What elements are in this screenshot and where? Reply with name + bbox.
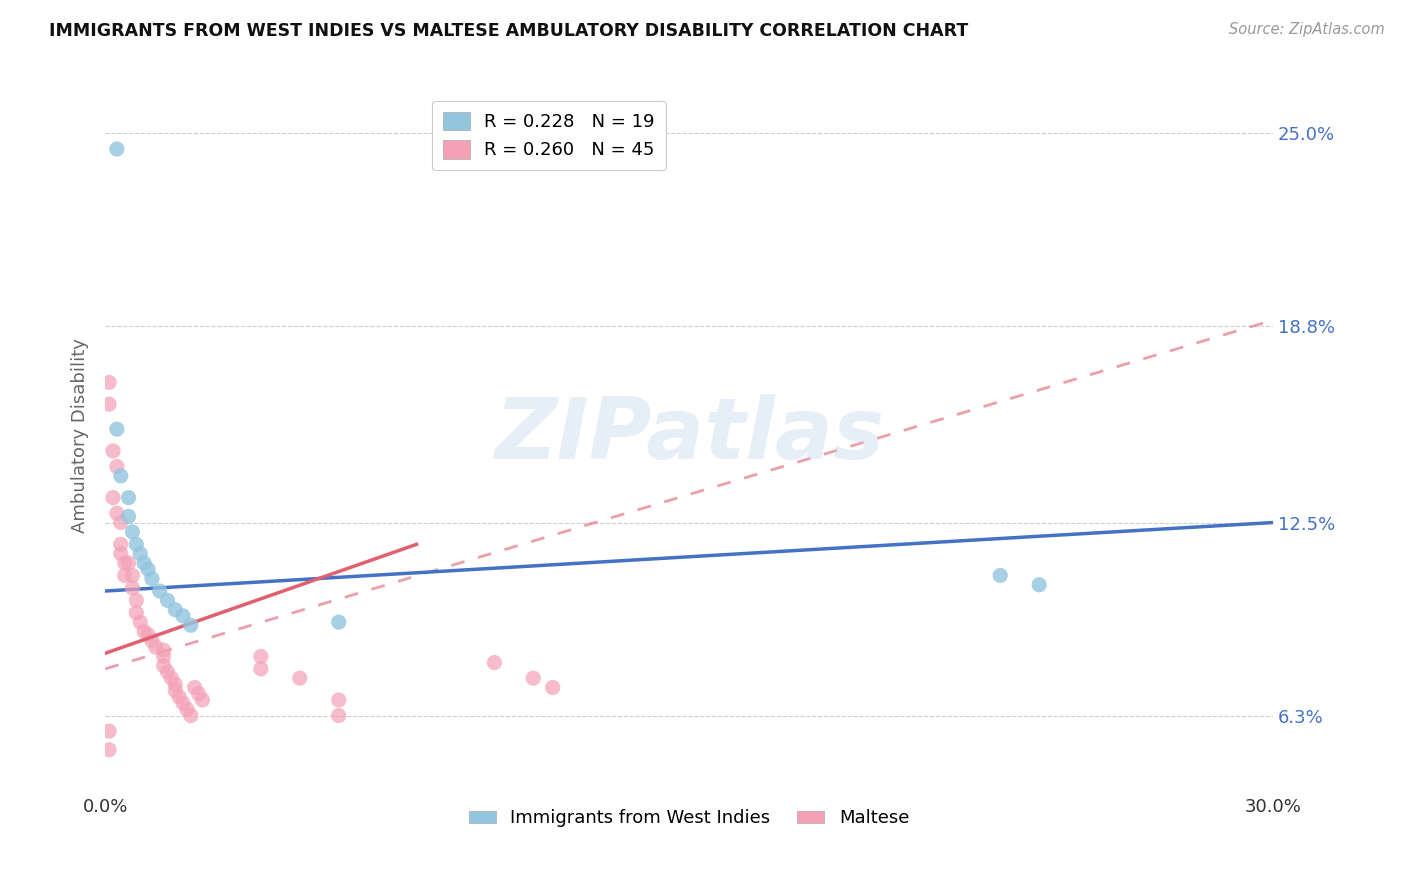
Point — [522, 671, 544, 685]
Point — [121, 568, 143, 582]
Point — [160, 671, 183, 685]
Point — [110, 468, 132, 483]
Point — [117, 509, 139, 524]
Point — [141, 633, 163, 648]
Point — [101, 491, 124, 505]
Point — [110, 516, 132, 530]
Point — [191, 693, 214, 707]
Point — [121, 581, 143, 595]
Point — [152, 643, 174, 657]
Text: Source: ZipAtlas.com: Source: ZipAtlas.com — [1229, 22, 1385, 37]
Text: IMMIGRANTS FROM WEST INDIES VS MALTESE AMBULATORY DISABILITY CORRELATION CHART: IMMIGRANTS FROM WEST INDIES VS MALTESE A… — [49, 22, 969, 40]
Point — [328, 693, 350, 707]
Point — [165, 683, 187, 698]
Point — [134, 624, 156, 639]
Point — [117, 556, 139, 570]
Y-axis label: Ambulatory Disability: Ambulatory Disability — [72, 338, 89, 533]
Point — [152, 649, 174, 664]
Point — [110, 537, 132, 551]
Legend: Immigrants from West Indies, Maltese: Immigrants from West Indies, Maltese — [461, 802, 917, 834]
Point — [156, 593, 179, 607]
Point — [134, 556, 156, 570]
Point — [180, 618, 202, 632]
Point — [165, 603, 187, 617]
Point — [129, 547, 152, 561]
Point — [141, 572, 163, 586]
Point — [110, 547, 132, 561]
Point — [1028, 578, 1050, 592]
Point — [156, 665, 179, 679]
Point — [114, 568, 136, 582]
Point — [101, 444, 124, 458]
Point — [125, 537, 148, 551]
Point — [129, 615, 152, 629]
Point — [988, 568, 1011, 582]
Point — [180, 708, 202, 723]
Point — [167, 690, 190, 704]
Point — [288, 671, 311, 685]
Point — [176, 702, 198, 716]
Point — [125, 606, 148, 620]
Point — [183, 681, 205, 695]
Point — [172, 609, 194, 624]
Point — [114, 556, 136, 570]
Point — [172, 696, 194, 710]
Point — [105, 459, 128, 474]
Point — [328, 708, 350, 723]
Point — [98, 397, 121, 411]
Point — [136, 562, 159, 576]
Point — [165, 677, 187, 691]
Point — [149, 584, 172, 599]
Point — [98, 743, 121, 757]
Point — [328, 615, 350, 629]
Point — [117, 491, 139, 505]
Point — [187, 687, 209, 701]
Point — [121, 524, 143, 539]
Point — [541, 681, 564, 695]
Point — [250, 649, 273, 664]
Point — [105, 506, 128, 520]
Point — [98, 376, 121, 390]
Point — [152, 658, 174, 673]
Point — [136, 627, 159, 641]
Point — [484, 656, 506, 670]
Point — [98, 724, 121, 739]
Point — [145, 640, 167, 654]
Text: ZIPatlas: ZIPatlas — [494, 394, 884, 477]
Point — [105, 142, 128, 156]
Point — [105, 422, 128, 436]
Point — [250, 662, 273, 676]
Point — [125, 593, 148, 607]
